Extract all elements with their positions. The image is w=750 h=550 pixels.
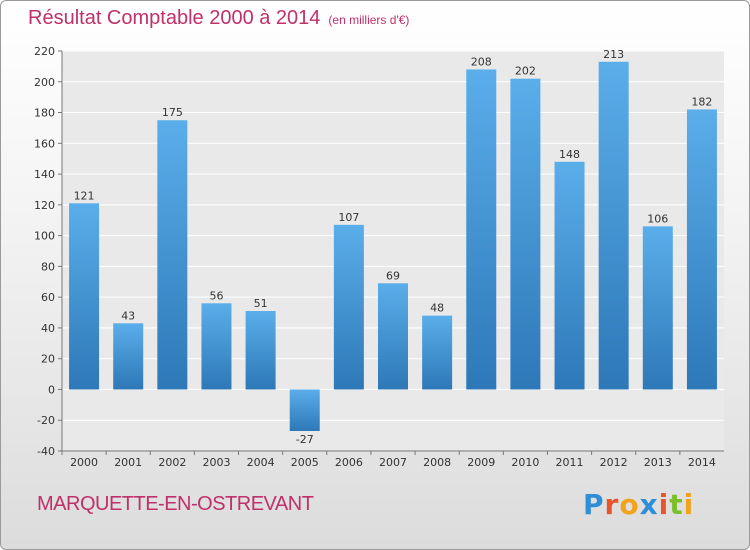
bar: [157, 120, 188, 390]
city-name: MARQUETTE-EN-OSTREVANT: [37, 493, 314, 515]
data-label: 43: [121, 309, 135, 322]
data-labels: 121 43 175 56 51 -27 107 69 48 208 202 148 213 106 182: [74, 48, 713, 446]
x-tick-label: 2007: [379, 456, 407, 469]
x-tick-label: 2005: [291, 456, 319, 469]
bar: [201, 303, 232, 390]
x-tick-label: 2009: [467, 456, 495, 469]
data-label: -27: [296, 433, 314, 446]
y-tick-label: 60: [41, 291, 55, 304]
bar: [510, 78, 541, 390]
bar: [554, 161, 585, 390]
chart-title: Résultat Comptable 2000 à 2014 (en millie…: [28, 7, 409, 30]
data-label: 56: [209, 289, 223, 302]
y-tick-label: 140: [34, 168, 55, 181]
data-label: 69: [386, 269, 400, 282]
y-tick-label: 100: [34, 230, 55, 243]
logo-letter: i: [658, 488, 670, 521]
bar: [686, 109, 717, 390]
x-tick-label: 2011: [556, 456, 584, 469]
data-label: 107: [338, 211, 359, 224]
x-tick-label: 2010: [511, 456, 539, 469]
bar: [113, 323, 144, 390]
y-tick-label: 80: [41, 260, 55, 273]
y-tick-label: 0: [48, 383, 55, 396]
data-label: 213: [603, 48, 624, 61]
logo-letter: r: [604, 488, 620, 521]
bars: [69, 61, 717, 431]
data-label: 208: [471, 55, 492, 68]
y-tick-label: 20: [41, 353, 55, 366]
bar: [422, 315, 453, 390]
bar: [598, 61, 629, 390]
logo-letter: o: [619, 488, 640, 521]
y-tick-label: 120: [34, 199, 55, 212]
proxiti-logo: Proxiti: [583, 488, 694, 521]
y-tick-label: 180: [34, 107, 55, 120]
x-tick-label: 2006: [335, 456, 363, 469]
data-label: 106: [647, 212, 668, 225]
y-tick-label: -40: [37, 445, 55, 458]
bar: [289, 389, 320, 431]
y-axis-ticks: -40 -20 0 20 40 60 80 100 120 140 160 180 200 220: [34, 45, 724, 458]
x-axis-ticks: 2000 2001 2002 2003 2004 2005 2006 2007 2008 2009…: [61, 451, 716, 469]
logo-letter: P: [583, 488, 605, 521]
logo-letter: i: [683, 488, 695, 521]
x-tick-label: 2004: [247, 456, 275, 469]
y-tick-label: 160: [34, 137, 55, 150]
logo-letter: x: [639, 488, 659, 521]
x-tick-label: 2013: [644, 456, 672, 469]
data-label: 182: [691, 95, 712, 108]
data-label: 48: [430, 302, 444, 315]
x-tick-label: 2001: [114, 456, 142, 469]
data-label: 121: [74, 189, 95, 202]
bar: [642, 226, 673, 390]
y-tick-label: 220: [34, 45, 55, 58]
data-label: 51: [254, 297, 268, 310]
x-tick-label: 2002: [158, 456, 186, 469]
x-tick-label: 2000: [70, 456, 98, 469]
data-label: 175: [162, 106, 183, 119]
x-tick-label: 2012: [600, 456, 628, 469]
y-tick-label: 40: [41, 322, 55, 335]
x-tick-label: 2003: [202, 456, 230, 469]
bar: [245, 311, 276, 390]
chart-title-text: Résultat Comptable 2000 à 2014: [28, 7, 321, 29]
data-label: 202: [515, 65, 536, 78]
x-tick-label: 2014: [688, 456, 716, 469]
x-tick-label: 2008: [423, 456, 451, 469]
y-tick-label: 200: [34, 76, 55, 89]
bar: [466, 69, 497, 390]
bar: [69, 203, 100, 390]
y-tick-label: -20: [37, 414, 55, 427]
bar: [378, 283, 408, 390]
data-label: 148: [559, 148, 580, 161]
chart-subtitle: (en milliers d'€): [328, 13, 410, 27]
logo-letter: t: [669, 488, 684, 521]
bar: [333, 224, 364, 390]
